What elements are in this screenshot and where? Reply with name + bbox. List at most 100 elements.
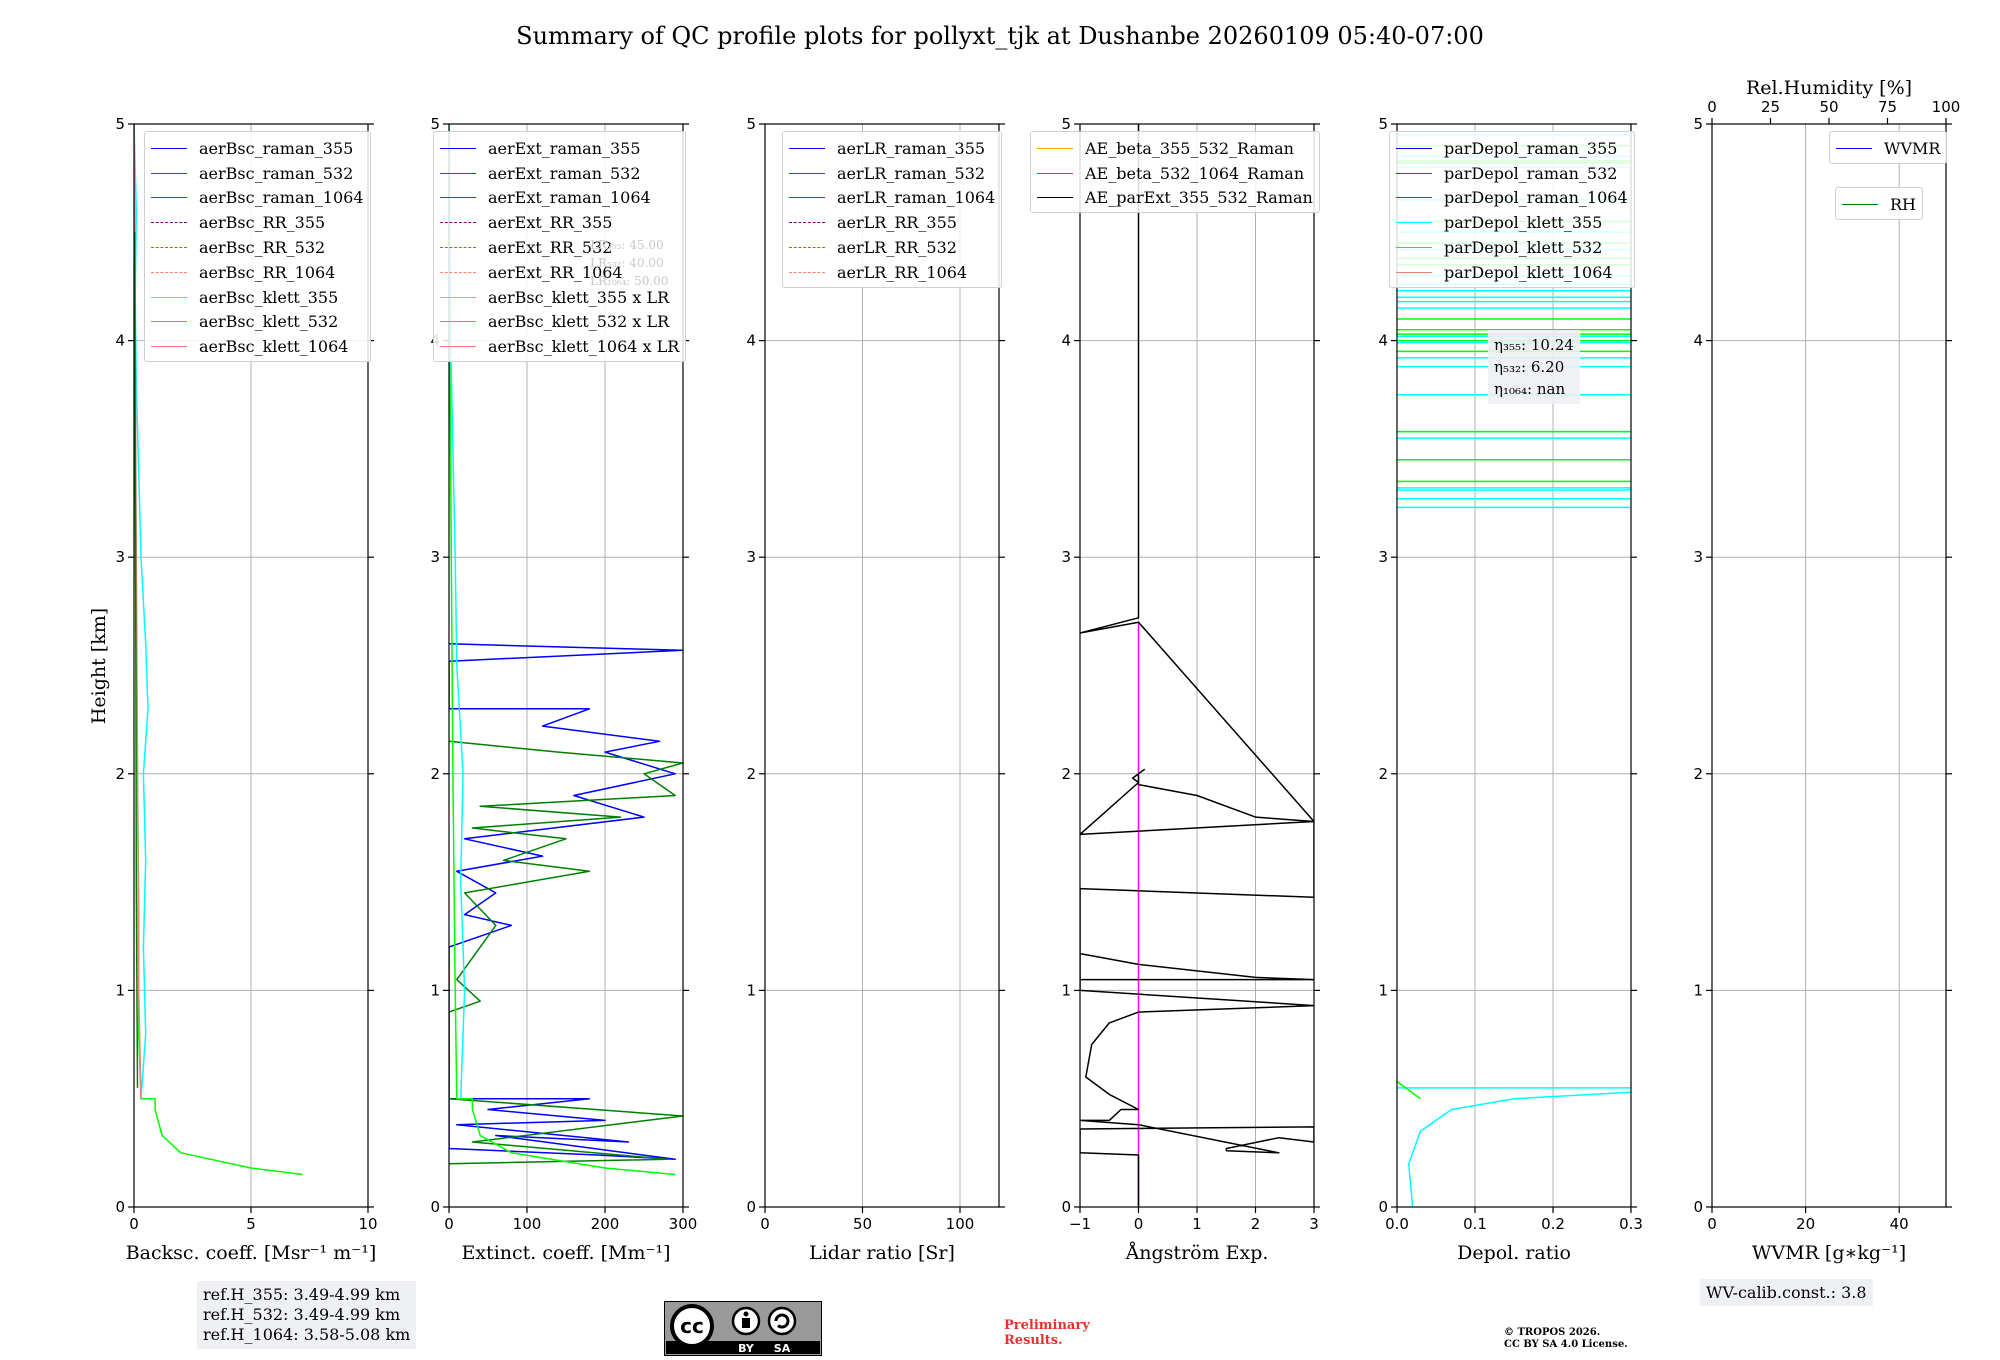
legend-label: aerExt_RR_1064 bbox=[488, 262, 623, 282]
legend-label: RH bbox=[1890, 194, 1916, 214]
legend-label: AE_beta_355_532_Raman bbox=[1085, 138, 1294, 158]
legend-swatch bbox=[789, 172, 825, 174]
ref-height-532: ref.H_532: 3.49-4.99 km bbox=[203, 1305, 401, 1324]
legend-swatch bbox=[440, 247, 476, 249]
y-tick-label: 1 bbox=[1378, 981, 1388, 999]
legend-label: aerExt_RR_532 bbox=[488, 238, 613, 258]
legend-swatch bbox=[151, 271, 187, 273]
x-tick-label: 0 bbox=[1707, 1215, 1717, 1233]
x-tick-label: 50 bbox=[853, 1215, 872, 1233]
legend-entry: aerExt_RR_1064 bbox=[440, 260, 679, 285]
sa-icon-arrow bbox=[774, 1313, 790, 1329]
legend-label: aerExt_raman_355 bbox=[488, 138, 641, 158]
y-tick-label: 3 bbox=[430, 548, 440, 566]
x-tick-label: 5 bbox=[246, 1215, 256, 1233]
lr-532-note: LR₅₃₂: 40.00 bbox=[590, 256, 664, 270]
x-tick-label: 0.0 bbox=[1385, 1215, 1409, 1233]
y-tick-label: 4 bbox=[746, 332, 756, 350]
y-tick-label: 2 bbox=[1378, 765, 1388, 783]
legend-swatch bbox=[440, 346, 476, 348]
y-tick-label: 1 bbox=[115, 981, 125, 999]
series-line bbox=[1397, 1080, 1421, 1100]
legend-label: aerBsc_RR_355 bbox=[199, 213, 326, 233]
y-tick-label: 5 bbox=[746, 115, 756, 133]
copyright-line-1: © TROPOS 2026. bbox=[1504, 1327, 1601, 1338]
axes-frame bbox=[1396, 123, 1632, 1208]
y-tick-label: 5 bbox=[430, 115, 440, 133]
cc-by-label: BY bbox=[738, 1342, 755, 1355]
x-tick-label: 100 bbox=[946, 1215, 975, 1233]
legend-entry: aerLR_raman_532 bbox=[789, 161, 995, 186]
y-tick-label: 3 bbox=[1061, 548, 1071, 566]
y-tick-label: 4 bbox=[115, 332, 125, 350]
y-tick-label: 5 bbox=[115, 115, 125, 133]
y-tick-label: 3 bbox=[1378, 548, 1388, 566]
legend-label: parDepol_klett_1064 bbox=[1444, 262, 1613, 282]
x-tick-label: 1 bbox=[1192, 1215, 1202, 1233]
y-tick-label: 2 bbox=[1693, 765, 1703, 783]
legend-backscatter: aerBsc_raman_355 aerBsc_raman_532 aerBsc_r… bbox=[144, 131, 371, 363]
x-tick-label: 0 bbox=[760, 1215, 770, 1233]
legend-swatch bbox=[151, 321, 187, 323]
y-tick-label: 0 bbox=[115, 1198, 125, 1216]
series-line bbox=[1080, 124, 1314, 1207]
panel-backscatter: 0 5 10 0 1 2 3 4 5 Backsc. coeff. [Msr⁻¹ m⁻¹] bbox=[115, 115, 377, 1264]
legend-swatch bbox=[440, 222, 476, 224]
y-tick-label: 3 bbox=[1693, 548, 1703, 566]
legend-label: aerExt_raman_1064 bbox=[488, 188, 651, 208]
lr-annotation: LR₃₅₅: 45.00 LR₅₃₂: 40.00 LR₁₀₆₄: 50.00 bbox=[590, 236, 668, 290]
eta-355: η₃₅₅: 10.24 bbox=[1494, 336, 1574, 354]
legend-swatch bbox=[1836, 147, 1872, 149]
ref-height-1064: ref.H_1064: 3.58-5.08 km bbox=[203, 1325, 411, 1344]
legend-label: aerBsc_klett_532 x LR bbox=[488, 312, 670, 332]
legend-label: aerBsc_klett_532 bbox=[199, 312, 339, 332]
y-tick-label: 2 bbox=[430, 765, 440, 783]
x-axis-label: WVMR [g∗kg⁻¹] bbox=[1752, 1242, 1906, 1264]
cc-sa-label: SA bbox=[774, 1342, 791, 1355]
x-tick-label: 0.2 bbox=[1541, 1215, 1565, 1233]
x-tick-label: 300 bbox=[669, 1215, 698, 1233]
legend-entry: aerExt_raman_532 bbox=[440, 161, 679, 186]
legend-entry: aerExt_RR_355 bbox=[440, 210, 679, 235]
legend-label: parDepol_klett_355 bbox=[1444, 213, 1603, 233]
legend-entry: parDepol_raman_355 bbox=[1396, 136, 1628, 161]
by-icon-head bbox=[743, 1311, 749, 1317]
series-line bbox=[449, 740, 683, 1165]
panel-extinction: 0100200300012345Extinct. coeff. [Mm⁻¹] bbox=[430, 115, 697, 1264]
x-tick-label: 0 bbox=[1134, 1215, 1144, 1233]
top-x-tick-label: 50 bbox=[1819, 98, 1838, 116]
legend-label: aerBsc_RR_532 bbox=[199, 238, 326, 258]
legend-entry: aerBsc_RR_355 bbox=[151, 210, 364, 235]
legend-entry: parDepol_klett_1064 bbox=[1396, 260, 1628, 285]
plot-area bbox=[1397, 134, 1631, 1207]
legend-swatch bbox=[440, 321, 476, 323]
legend-entry: aerBsc_klett_355 bbox=[151, 285, 364, 310]
legend-swatch bbox=[789, 271, 825, 273]
legend-entry: aerLR_RR_532 bbox=[789, 235, 995, 260]
legend-entry: parDepol_klett_355 bbox=[1396, 210, 1628, 235]
x-tick-label: 0.3 bbox=[1619, 1215, 1643, 1233]
legend-swatch bbox=[789, 147, 825, 149]
legend-label: AE_parExt_355_532_Raman bbox=[1085, 188, 1313, 208]
copyright-note: © TROPOS 2026. CC BY SA 4.0 License. bbox=[1504, 1327, 1628, 1351]
y-tick-label: 2 bbox=[746, 765, 756, 783]
legend-entry: aerBsc_klett_532 x LR bbox=[440, 310, 679, 335]
y-tick-label: 3 bbox=[115, 548, 125, 566]
legend-label: parDepol_klett_532 bbox=[1444, 238, 1603, 258]
x-tick-label: −1 bbox=[1069, 1215, 1091, 1233]
x-tick-label: 0 bbox=[444, 1215, 454, 1233]
x-axis-label: Depol. ratio bbox=[1457, 1242, 1571, 1264]
preliminary-line-2: Results. bbox=[1004, 1333, 1063, 1348]
legend-label: parDepol_raman_355 bbox=[1444, 138, 1618, 158]
legend-water_vapor-rh: RH bbox=[1835, 187, 1923, 220]
legend-entry: AE_beta_532_1064_Raman bbox=[1037, 161, 1313, 186]
top-x-tick-label: 100 bbox=[1932, 98, 1961, 116]
by-icon-body bbox=[742, 1318, 750, 1328]
ref-height-355: ref.H_355: 3.49-4.99 km bbox=[203, 1285, 401, 1304]
legend-entry: aerLR_raman_1064 bbox=[789, 186, 995, 211]
cc-logo-icon bbox=[670, 1304, 714, 1348]
legend-entry: AE_parExt_355_532_Raman bbox=[1037, 186, 1313, 211]
legend-swatch bbox=[151, 147, 187, 149]
x-axis-label: Lidar ratio [Sr] bbox=[809, 1242, 955, 1264]
y-tick-label: 0 bbox=[746, 1198, 756, 1216]
